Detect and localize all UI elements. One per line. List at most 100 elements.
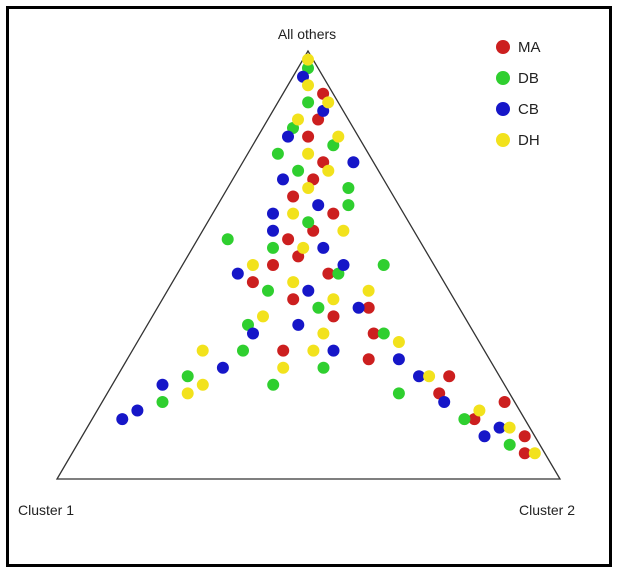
point-cb-10 <box>352 301 365 314</box>
point-ma-5 <box>327 207 340 220</box>
point-cb-3 <box>347 156 360 169</box>
vertex-label-left: Cluster 1 <box>18 502 74 518</box>
point-cb-13 <box>216 361 229 374</box>
point-cb-21 <box>478 430 491 443</box>
point-db-10 <box>312 301 325 314</box>
point-db-19 <box>503 438 516 451</box>
point-dh-10 <box>297 241 310 254</box>
point-ma-18 <box>287 190 300 203</box>
point-cb-16 <box>116 413 129 426</box>
point-ma-17 <box>518 447 531 460</box>
point-ma-9 <box>287 293 300 306</box>
point-cb-23 <box>337 259 350 271</box>
legend-marker-dh <box>496 133 510 147</box>
point-dh-13 <box>327 293 340 306</box>
point-db-12 <box>237 344 249 357</box>
point-cb-20 <box>493 421 506 434</box>
point-dh-19 <box>181 387 194 400</box>
point-cb-4 <box>277 173 289 186</box>
point-dh-4 <box>332 130 345 143</box>
point-db-14 <box>181 370 194 383</box>
legend-label-cb: CB <box>518 101 539 118</box>
ternary-chart: All others Cluster 1 Cluster 2 MA DB CB DH <box>18 26 575 518</box>
point-db-20 <box>342 199 355 212</box>
point-dh-25 <box>307 344 320 357</box>
point-dh-21 <box>423 370 436 383</box>
point-dh-5 <box>302 147 315 160</box>
point-db-7 <box>267 241 279 254</box>
point-dh-11 <box>246 259 259 271</box>
legend-marker-db <box>496 71 510 85</box>
point-dh-22 <box>473 404 486 417</box>
point-ma-2 <box>302 130 315 143</box>
point-dh-17 <box>277 361 290 374</box>
point-dh-23 <box>503 421 516 434</box>
vertex-label-right: Cluster 2 <box>519 502 575 518</box>
point-cb-12 <box>327 344 340 357</box>
point-cb-8 <box>231 267 244 280</box>
point-ma-8 <box>267 259 279 271</box>
point-ma-21 <box>277 344 290 357</box>
point-cb-5 <box>312 199 325 212</box>
point-cb-6 <box>267 224 279 237</box>
point-cb-19 <box>438 396 451 408</box>
point-db-21 <box>377 259 390 271</box>
point-cb-11 <box>247 327 259 340</box>
vertex-label-top: All others <box>278 26 336 42</box>
point-cb-9 <box>302 284 315 297</box>
point-db-16 <box>267 378 280 391</box>
ternary-triangle <box>55 49 562 480</box>
point-cb-18 <box>413 370 425 383</box>
point-db-6 <box>302 216 315 229</box>
point-ma-23 <box>443 370 456 383</box>
data-points <box>116 53 541 460</box>
point-db-15 <box>156 396 169 408</box>
legend-marker-ma <box>496 40 510 54</box>
point-dh-26 <box>362 284 375 297</box>
point-dh-20 <box>392 336 405 348</box>
point-dh-0 <box>302 53 314 66</box>
point-db-13 <box>317 361 330 374</box>
legend-marker-cb <box>496 102 510 116</box>
point-dh-24 <box>528 447 541 460</box>
point-db-1 <box>302 96 315 109</box>
point-db-5 <box>342 182 355 194</box>
point-db-17 <box>392 387 405 400</box>
point-cb-7 <box>317 241 330 254</box>
legend-label-db: DB <box>518 70 539 87</box>
point-ma-12 <box>362 353 375 366</box>
point-dh-14 <box>257 310 269 323</box>
point-cb-15 <box>131 404 144 417</box>
point-ma-19 <box>246 276 259 289</box>
chart-frame: All others Cluster 1 Cluster 2 MA DB CB DH <box>6 6 612 567</box>
point-db-18 <box>458 413 471 426</box>
point-cb-24 <box>267 207 279 220</box>
point-ma-24 <box>322 267 335 280</box>
legend-label-dh: DH <box>518 132 540 149</box>
point-ma-16 <box>518 430 531 443</box>
point-db-23 <box>377 327 390 340</box>
point-dh-15 <box>317 327 330 340</box>
point-dh-16 <box>196 344 209 357</box>
point-cb-14 <box>156 378 169 391</box>
point-db-24 <box>271 147 284 160</box>
point-dh-12 <box>287 276 300 289</box>
point-dh-2 <box>322 96 335 109</box>
point-ma-15 <box>498 396 511 408</box>
point-ma-11 <box>367 327 380 340</box>
point-ma-6 <box>282 233 295 246</box>
point-ma-20 <box>327 310 340 323</box>
point-dh-7 <box>302 182 315 194</box>
point-cb-22 <box>292 318 305 331</box>
point-dh-18 <box>196 378 209 391</box>
point-ma-10 <box>362 301 375 314</box>
point-db-22 <box>221 233 234 246</box>
point-cb-17 <box>392 353 405 366</box>
point-dh-3 <box>292 113 304 126</box>
point-db-9 <box>262 284 274 297</box>
legend: MA DB CB DH <box>496 39 541 149</box>
point-db-4 <box>292 164 305 177</box>
point-dh-9 <box>337 224 350 237</box>
point-dh-6 <box>322 164 335 177</box>
legend-label-ma: MA <box>518 39 541 56</box>
